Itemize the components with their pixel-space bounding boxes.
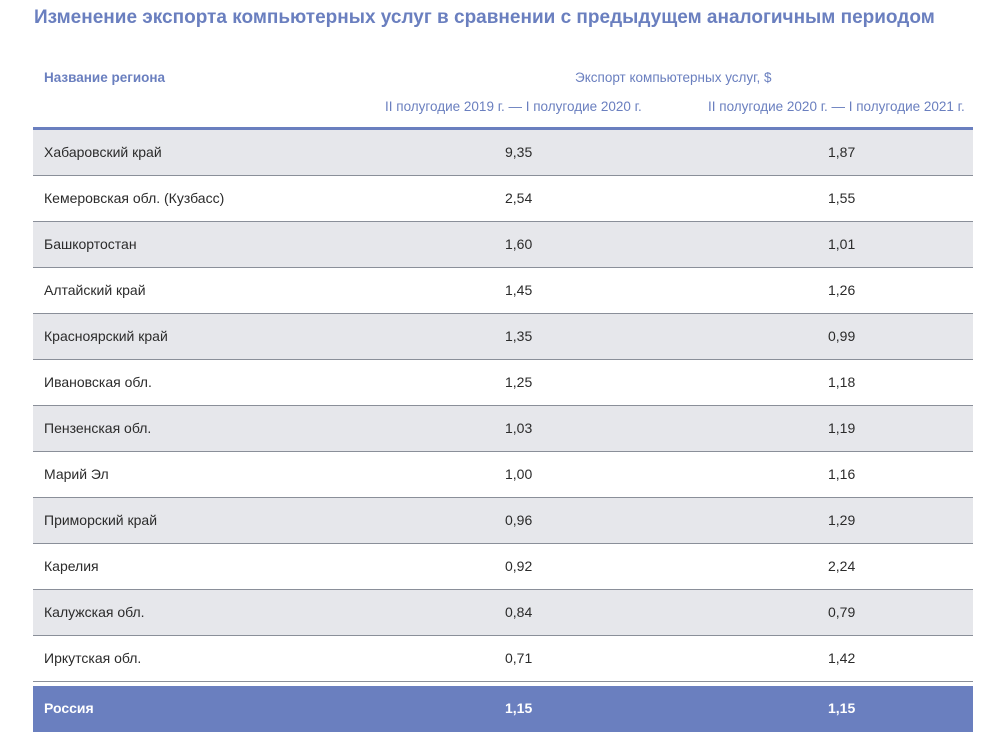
period-2-value-cell: 1,18 [828,374,856,390]
period-1-value-cell: 0,92 [505,558,533,574]
table-body: Хабаровский край 9,35 1,87 Кемеровская обл.… [33,130,973,732]
period-1-value-cell: 0,96 [505,512,533,528]
period-2-value-cell: 1,26 [828,282,856,298]
period-1-value-cell: 1,35 [505,328,533,344]
period-2-value-cell: 1,01 [828,236,856,252]
period-1-value-cell: 0,71 [505,650,533,666]
period-1-value-cell: 1,60 [505,236,533,252]
table-row: Пензенская обл. 1,03 1,19 [33,406,973,452]
table-row: Кемеровская обл. (Кузбасс) 2,54 1,55 [33,176,973,222]
region-name-cell: Кемеровская обл. (Кузбасс) [44,190,225,206]
period-1-value-cell: 0,84 [505,604,533,620]
table-title: Изменение экспорта компьютерных услуг в … [34,7,935,28]
table-row: Иркутская обл. 0,71 1,42 [33,636,973,682]
region-name-cell: Иркутская обл. [44,650,142,666]
region-name-cell: Ивановская обл. [44,374,152,390]
region-name-cell: Красноярский край [44,328,168,344]
table-row: Карелия 0,92 2,24 [33,544,973,590]
period-2-value-cell: 1,55 [828,190,856,206]
region-name-cell: Алтайский край [44,282,146,298]
period-2-header: II полугодие 2020 г. — I полугодие 2021 … [708,99,965,114]
region-column-header: Название региона [44,70,166,85]
period-1-value-cell: 9,35 [505,144,533,160]
period-2-value-cell: 1,16 [828,466,856,482]
period-2-value-cell: 2,24 [828,558,856,574]
period-1-value-cell: 1,25 [505,374,533,390]
period-2-value-cell: 1,19 [828,420,856,436]
table-row: Алтайский край 1,45 1,26 [33,268,973,314]
period-2-value-cell: 1,29 [828,512,856,528]
region-name-cell: Хабаровский край [44,144,162,160]
region-name-cell: Карелия [44,558,99,574]
region-name-cell: Пензенская обл. [44,420,152,436]
region-name-cell: Марий Эл [44,466,109,482]
table-row: Хабаровский край 9,35 1,87 [33,130,973,176]
table-row: Калужская обл. 0,84 0,79 [33,590,973,636]
header-rule [33,127,973,130]
table-row: Марий Эл 1,00 1,16 [33,452,973,498]
total-period-1-value-cell: 1,15 [505,700,533,716]
period-1-value-cell: 1,45 [505,282,533,298]
table-row: Красноярский край 1,35 0,99 [33,314,973,360]
period-1-value-cell: 1,00 [505,466,533,482]
period-1-value-cell: 2,54 [505,190,533,206]
region-name-cell: Приморский край [44,512,158,528]
region-name-cell: Башкортостан [44,236,137,252]
region-name-cell: Калужская обл. [44,604,145,620]
period-2-value-cell: 1,42 [828,650,856,666]
table-row: Ивановская обл. 1,25 1,18 [33,360,973,406]
total-period-2-value-cell: 1,15 [828,700,856,716]
period-2-value-cell: 1,87 [828,144,856,160]
period-1-header: II полугодие 2019 г. — I полугодие 2020 … [385,99,642,114]
period-2-value-cell: 0,99 [828,328,856,344]
period-2-value-cell: 0,79 [828,604,856,620]
period-1-value-cell: 1,03 [505,420,533,436]
table-row: Башкортостан 1,60 1,01 [33,222,973,268]
total-name-cell: Россия [44,700,94,716]
total-row: Россия 1,15 1,15 [33,686,973,732]
export-group-header: Экспорт компьютерных услуг, $ [575,70,772,85]
table-row: Приморский край 0,96 1,29 [33,498,973,544]
